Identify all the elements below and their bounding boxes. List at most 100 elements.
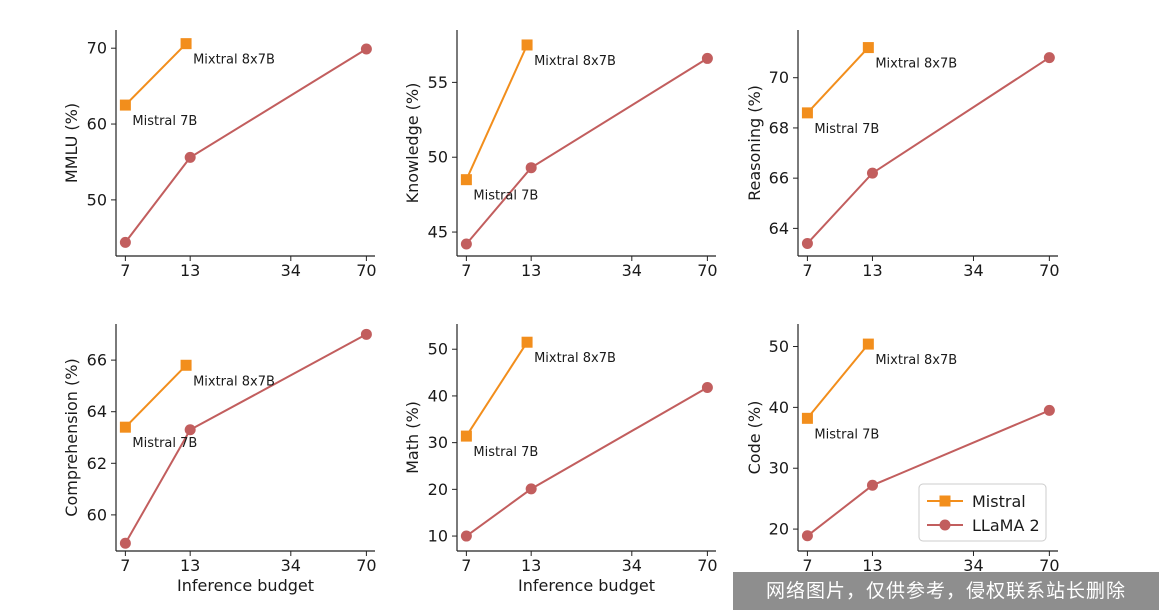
llama-point-marker: [460, 238, 472, 250]
y-tick-label: 64: [87, 402, 107, 421]
y-tick-label: 20: [769, 520, 789, 539]
llama-point-marker: [119, 537, 131, 549]
llama-point-marker: [701, 382, 713, 394]
y-tick-label: 50: [428, 148, 448, 167]
llama-point-marker: [360, 328, 372, 340]
mistral-point-marker: [862, 42, 874, 54]
llama-point-marker: [1043, 52, 1055, 64]
y-tick-label: 60: [87, 115, 107, 134]
y-tick-label: 64: [769, 219, 789, 238]
x-axis-label: Inference budget: [177, 576, 314, 595]
x-tick-label: 13: [862, 261, 882, 280]
model-point-label: Mistral 7B: [473, 189, 538, 204]
x-tick-label: 34: [281, 261, 301, 280]
mistral-series-line: [124, 42, 187, 106]
y-tick-label: 55: [428, 73, 448, 92]
llama-point-marker: [801, 530, 813, 542]
mistral-series-line: [124, 364, 187, 428]
x-tick-label: 7: [461, 261, 471, 280]
llama-point-marker: [801, 237, 813, 249]
x-tick-label: 34: [963, 261, 983, 280]
y-axis-label: Math (%): [403, 401, 422, 474]
x-tick-label: 70: [356, 261, 376, 280]
model-point-label: Mistral 7B: [814, 122, 879, 137]
llama-point-marker: [1043, 404, 1055, 416]
y-tick-label: 68: [769, 118, 789, 137]
mistral-point-marker: [180, 359, 192, 371]
x-tick-label: 13: [521, 556, 541, 575]
llama-point-marker: [525, 483, 537, 495]
x-tick-label: 34: [622, 556, 642, 575]
llama-series-line: [465, 386, 708, 537]
mistral-series-line: [806, 46, 870, 114]
model-point-label: Mixtral 8x7B: [193, 374, 275, 389]
mistral-point-marker: [801, 107, 813, 119]
chart-panel-6: 7 13 34 70 20 30 40 50 Code (%) Mistral 7B Mixtral…: [745, 324, 1060, 575]
x-tick-label: 7: [802, 556, 812, 575]
llama-series-line: [124, 48, 367, 243]
chart-panel-2: 7 13 34 70 45 50 55 Knowledge (%) Mistral 7B Mixt…: [403, 30, 718, 280]
legend-marker-circle: [939, 519, 951, 531]
llama-series-line: [806, 56, 1050, 245]
x-tick-label: 7: [120, 556, 130, 575]
mistral-point-marker: [119, 99, 131, 111]
llama-point-marker: [525, 162, 537, 174]
y-axis-label: Comprehension (%): [62, 358, 81, 516]
y-tick-label: 30: [769, 459, 789, 478]
mistral-point-marker: [801, 412, 813, 424]
x-tick-label: 7: [802, 261, 812, 280]
y-axis-label: Reasoning (%): [745, 85, 764, 201]
y-tick-label: 20: [428, 480, 448, 499]
legend: Mistral LLaMA 2: [918, 483, 1047, 542]
model-point-label: Mistral 7B: [132, 114, 197, 129]
x-tick-label: 13: [521, 261, 541, 280]
mistral-series-line: [806, 343, 870, 419]
model-point-label: Mistral 7B: [132, 436, 197, 451]
legend-box: [918, 483, 1047, 542]
y-tick-label: 62: [87, 454, 107, 473]
llama-point-marker: [701, 52, 713, 64]
x-tick-label: 34: [281, 556, 301, 575]
y-axis-label: Code (%): [745, 401, 764, 475]
x-tick-label: 70: [1039, 556, 1059, 575]
model-point-label: Mistral 7B: [473, 445, 538, 460]
llama-point-marker: [360, 43, 372, 55]
y-tick-label: 70: [769, 68, 789, 87]
x-tick-label: 7: [461, 556, 471, 575]
chart-panel-5: 7 13 34 70 10 20 30 40 50 Math (%) Inference budge…: [403, 324, 718, 595]
y-axis-label: Knowledge (%): [403, 83, 422, 204]
x-tick-label: 34: [622, 261, 642, 280]
y-tick-label: 50: [87, 190, 107, 209]
chart-panel-4: 7 13 34 70 60 62 64 66 Comprehension (%) Inferenc…: [62, 324, 377, 595]
x-tick-label: 13: [180, 261, 200, 280]
legend-entry-label: LLaMA 2: [972, 516, 1040, 535]
llama-point-marker: [184, 151, 196, 163]
llama-point-marker: [119, 236, 131, 248]
llama-series-line: [465, 57, 708, 245]
mistral-point-marker: [180, 38, 192, 50]
llama-point-marker: [460, 530, 472, 542]
mistral-point-marker: [521, 39, 533, 51]
y-tick-label: 66: [769, 169, 789, 188]
model-point-label: Mistral 7B: [814, 427, 879, 442]
y-tick-label: 30: [428, 433, 448, 452]
llama-point-marker: [184, 424, 196, 436]
mistral-point-marker: [119, 421, 131, 433]
legend-entry-label: Mistral: [972, 492, 1026, 511]
x-tick-label: 70: [356, 556, 376, 575]
mistral-point-marker: [460, 430, 472, 442]
model-point-label: Mixtral 8x7B: [534, 54, 616, 69]
x-tick-label: 70: [1039, 261, 1059, 280]
y-tick-label: 50: [769, 337, 789, 356]
y-tick-label: 50: [428, 340, 448, 359]
llama-point-marker: [866, 167, 878, 179]
y-tick-label: 70: [87, 39, 107, 58]
mistral-point-marker: [460, 174, 472, 186]
watermark-banner: 网络图片，仅供参考，侵权联系站长删除: [733, 572, 1159, 610]
model-point-label: Mixtral 8x7B: [875, 353, 957, 368]
model-point-label: Mixtral 8x7B: [193, 53, 275, 68]
x-axis-label: Inference budget: [518, 576, 655, 595]
y-tick-label: 10: [428, 527, 448, 546]
mistral-point-marker: [521, 336, 533, 348]
y-tick-label: 45: [428, 223, 448, 242]
